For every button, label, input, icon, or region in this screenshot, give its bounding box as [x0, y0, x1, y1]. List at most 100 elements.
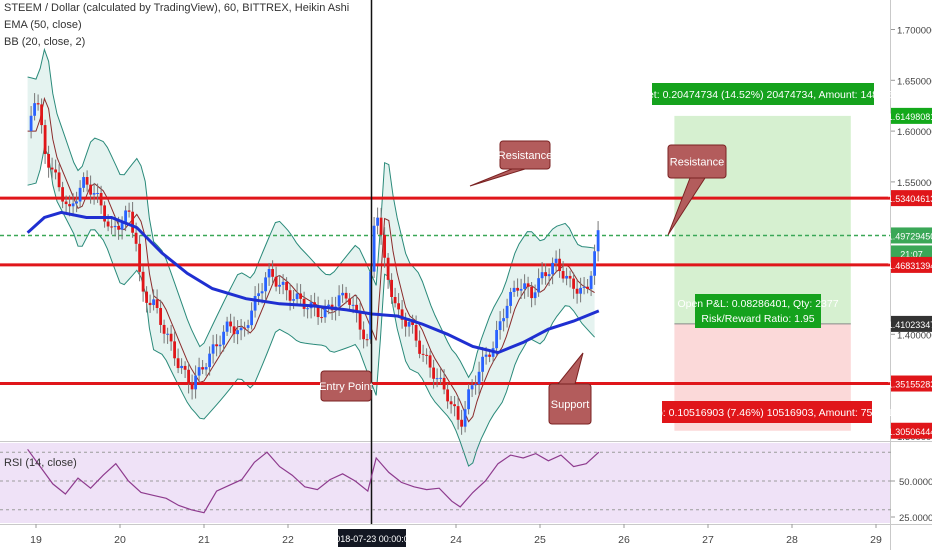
candle-body: [481, 356, 484, 372]
price-tick-label: 1.60000000: [897, 127, 932, 138]
candle-body: [145, 291, 148, 303]
resistance-callout-2[interactable]: Resistance: [667, 144, 727, 236]
candle-body: [106, 221, 110, 227]
candle-body: [449, 401, 453, 405]
candle-body: [488, 354, 491, 357]
bollinger-fill: [27, 49, 595, 467]
candle-body: [460, 419, 463, 427]
time-tick-label: 27: [702, 534, 714, 546]
time-tick-label: 25: [534, 534, 546, 546]
price-axis-label: 1.46831394: [888, 256, 932, 273]
candle-body: [218, 344, 222, 347]
candle-body: [320, 317, 323, 319]
candle-body: [285, 281, 288, 291]
resistance-callout-1-pointer: [469, 168, 526, 187]
candle-body: [239, 327, 243, 331]
candle-body: [89, 184, 92, 195]
candle-body: [561, 271, 565, 279]
candle-body: [176, 358, 180, 369]
stop-label-box: [662, 401, 872, 423]
candle-body: [50, 167, 54, 170]
price-axis-label-box: [891, 227, 932, 244]
crosshair-time-box: [338, 529, 406, 547]
candle-body: [295, 293, 299, 300]
time-tick-label: 26: [618, 534, 630, 546]
candle-body: [411, 321, 414, 325]
rsi-tick-label: 50.0000: [899, 477, 932, 488]
candle-body: [456, 406, 460, 420]
price-axis-label-text: 1.53404613: [888, 194, 932, 204]
price-axis-label-box: [891, 107, 932, 124]
candle-body: [530, 286, 533, 299]
candle-body: [43, 125, 47, 155]
candle-body: [379, 217, 383, 235]
candle-body: [264, 277, 267, 292]
price-axis-label-text: 1.61498081: [888, 112, 932, 122]
candle-body: [225, 321, 229, 332]
candle-body: [281, 281, 285, 285]
candle-body: [358, 312, 362, 330]
candle-body: [372, 225, 376, 272]
candle-body: [208, 353, 211, 368]
rsi-legend[interactable]: RSI (14, close): [4, 457, 77, 469]
resistance-callout-2-label: Resistance: [670, 157, 724, 169]
support-callout-pointer: [556, 352, 584, 385]
resistance-callout-1-box: [499, 140, 551, 170]
candle-body: [78, 187, 82, 202]
candle-body: [113, 225, 117, 228]
price-axis-label-box: [891, 375, 932, 392]
candle-body: [71, 203, 75, 207]
entry-point-callout-box: [320, 370, 372, 402]
stop-label[interactable]: Stop: 0.10516903 (7.46%) 10516903, Amoun…: [641, 401, 893, 423]
bb-legend[interactable]: BB (20, close, 2): [4, 36, 86, 48]
time-tick-label: 24: [450, 534, 462, 546]
candle-body: [467, 389, 470, 410]
price-axis-label-text: 1.30506444: [888, 427, 932, 437]
candle-body: [85, 177, 89, 185]
candle-body: [159, 307, 162, 325]
candle-body: [40, 104, 43, 126]
candle-body: [57, 172, 61, 188]
entry-point-callout[interactable]: Entry Point: [319, 370, 373, 402]
price-axis-label: 1.35155283: [888, 375, 932, 392]
candle-body: [292, 299, 295, 301]
candle-body: [582, 286, 586, 288]
support-callout[interactable]: Support: [548, 352, 592, 425]
resistance-callout-1-label: Resistance: [498, 150, 552, 162]
target-label[interactable]: Target: 0.20474734 (14.52%) 20474734, Am…: [628, 83, 899, 105]
candle-body: [579, 287, 582, 294]
candle-body: [190, 383, 194, 390]
entry-point-callout-label: Entry Point: [319, 381, 373, 393]
candle-body: [404, 319, 407, 327]
candle-body: [250, 310, 253, 326]
candle-body: [558, 258, 561, 272]
candle-body: [173, 341, 176, 359]
candle-body: [474, 384, 477, 386]
candle-body: [565, 275, 568, 279]
crosshair-time-text: 2018-07-23 00:00:00: [330, 534, 414, 544]
candle-body: [99, 192, 103, 206]
price-tick-label: 1.55000000: [897, 178, 932, 189]
stop-label-text: Stop: 0.10516903 (7.46%) 10516903, Amoun…: [641, 407, 893, 419]
time-tick-label: 29: [870, 534, 882, 546]
candle-body: [201, 367, 204, 370]
target-label-box: [652, 83, 874, 105]
candle-body: [138, 243, 141, 272]
candle-body: [103, 205, 106, 222]
ema-legend[interactable]: EMA (50, close): [4, 19, 82, 31]
price-axis-label-text: 1.41023347: [888, 320, 932, 330]
candle-body: [278, 284, 281, 287]
candle-body: [152, 299, 155, 306]
price-axis-label-text: 1.46831394: [888, 261, 932, 271]
resistance-callout-1[interactable]: Resistance: [469, 140, 552, 187]
candle-body: [362, 329, 365, 340]
candle-body: [64, 201, 68, 205]
candle-body: [267, 269, 271, 278]
pnl-label[interactable]: Open P&L: 0.08286401, Qty: 2377 Risk/Rewa…: [677, 294, 839, 328]
candle-body: [397, 303, 400, 310]
candle-body: [369, 271, 372, 340]
candle-body: [400, 309, 404, 320]
candle-body: [376, 217, 379, 226]
